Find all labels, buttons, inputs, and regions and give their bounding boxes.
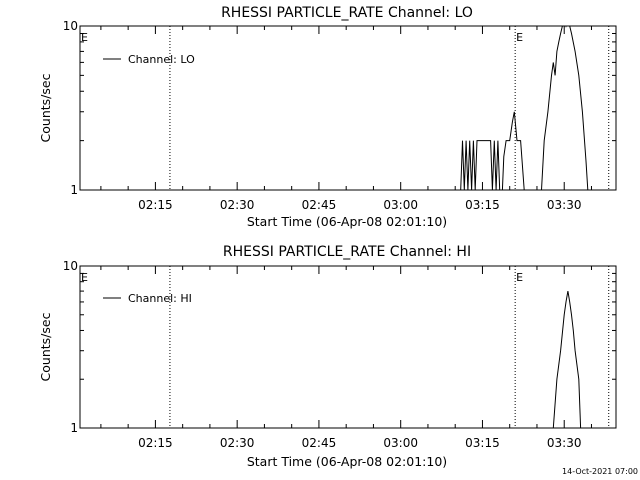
x-tick-label: 03:30 — [547, 436, 582, 450]
legend: Channel: LO — [103, 53, 195, 66]
legend-label: Channel: LO — [128, 53, 195, 66]
x-tick-label: 03:30 — [547, 198, 582, 212]
legend: Channel: HI — [103, 292, 192, 305]
event-marker: E — [516, 271, 523, 284]
plot-frame — [79, 265, 617, 429]
event-marker: E — [81, 31, 88, 44]
vertical-markers — [169, 26, 610, 190]
event-marker: E — [516, 31, 523, 44]
x-tick-label: 02:45 — [302, 436, 337, 450]
x-tick-label: 03:15 — [465, 198, 500, 212]
x-tick-label: 03:15 — [465, 436, 500, 450]
y-axis-label: Counts/sec — [38, 73, 53, 142]
y-tick-label: 10 — [63, 259, 78, 273]
x-ticks: 02:15 02:30 02:45 03:00 03:15 03:30 — [100, 266, 592, 450]
y-tick-label: 1 — [70, 421, 78, 435]
y-tick-label: 1 — [70, 183, 78, 197]
series-group — [552, 291, 582, 428]
x-tick-label: 02:30 — [220, 436, 255, 450]
y-ticks: 1 10 — [63, 259, 616, 435]
y-ticks: 1 10 — [63, 19, 616, 197]
y-tick-label: 10 — [63, 19, 78, 33]
y-axis-label: Counts/sec — [38, 312, 53, 381]
x-tick-label: 02:15 — [138, 198, 173, 212]
series-group — [460, 26, 589, 190]
event-marker: E — [81, 271, 88, 284]
chart-title: RHESSI PARTICLE_RATE Channel: HI — [223, 244, 471, 260]
chart-panel-lo: RHESSI PARTICLE_RATE Channel: LO Start T… — [38, 5, 617, 229]
timestamp: 14-Oct-2021 07:00 — [562, 467, 638, 476]
x-axis-label: Start Time (06-Apr-08 02:01:10) — [247, 454, 447, 469]
x-tick-label: 02:15 — [138, 436, 173, 450]
x-tick-label: 02:45 — [302, 198, 337, 212]
x-ticks: 02:15 02:30 02:45 03:00 03:15 03:30 — [100, 26, 592, 212]
chart-panel-hi: RHESSI PARTICLE_RATE Channel: HI Start T… — [38, 244, 617, 469]
series-line — [460, 26, 589, 190]
x-axis-label: Start Time (06-Apr-08 02:01:10) — [247, 214, 447, 229]
plot-frame — [79, 25, 617, 191]
vertical-markers — [169, 266, 610, 428]
chart-title: RHESSI PARTICLE_RATE Channel: LO — [221, 5, 473, 21]
x-tick-label: 03:00 — [383, 436, 418, 450]
series-line — [552, 291, 582, 428]
x-tick-label: 02:30 — [220, 198, 255, 212]
legend-label: Channel: HI — [128, 292, 192, 305]
x-tick-label: 03:00 — [383, 198, 418, 212]
